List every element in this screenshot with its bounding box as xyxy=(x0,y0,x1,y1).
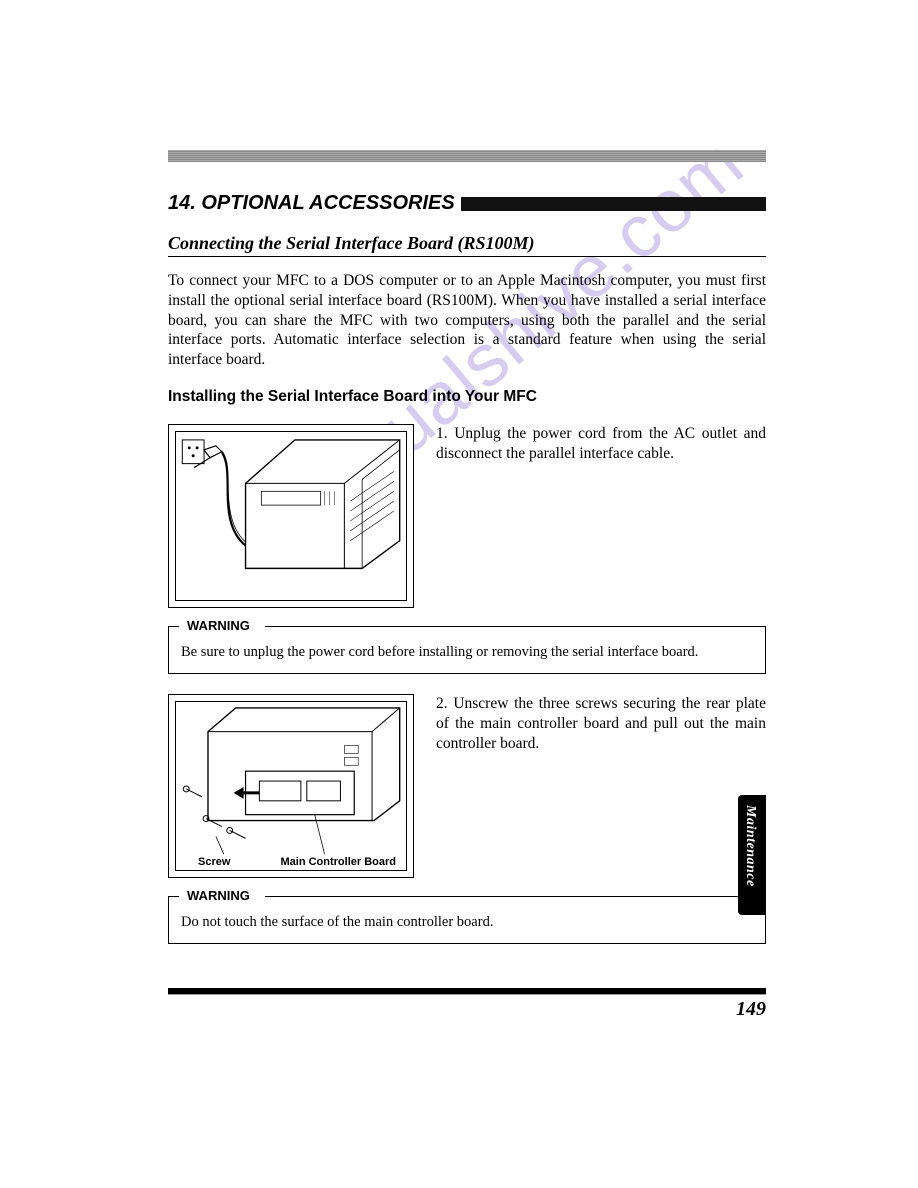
step-2-row: Screw Main Controller Board 2. Unscrew t… xyxy=(168,694,766,878)
step-1-number: 1. xyxy=(436,425,448,442)
warning-2-text: Do not touch the surface of the main con… xyxy=(181,914,753,931)
step-2-number: 2. xyxy=(436,695,448,712)
warning-1-text: Be sure to unplug the power cord before … xyxy=(181,644,753,661)
chapter-title: 14. OPTIONAL ACCESSORIES xyxy=(168,192,455,215)
step-2-body: Unscrew the three screws securing the re… xyxy=(436,695,766,752)
step-2-illustration: Screw Main Controller Board xyxy=(175,701,407,871)
step-1-text: 1. Unplug the power cord from the AC out… xyxy=(436,424,766,464)
step-2-text: 2. Unscrew the three screws securing the… xyxy=(436,694,766,754)
side-tab-label: Maintenance xyxy=(742,805,758,887)
step-2-illustration-frame: Screw Main Controller Board xyxy=(168,694,414,878)
side-tab: Maintenance xyxy=(738,795,766,915)
unscrew-board-illustration xyxy=(176,702,406,870)
illus-2-label-board: Main Controller Board xyxy=(280,856,396,868)
section-title: Connecting the Serial Interface Board (R… xyxy=(168,233,766,257)
illus-2-label-screw: Screw xyxy=(198,856,230,868)
step-1-row: 1. Unplug the power cord from the AC out… xyxy=(168,424,766,608)
step-2-illustration-labels: Screw Main Controller Board xyxy=(180,856,402,868)
chapter-title-bar xyxy=(461,197,766,211)
warning-1-label: WARNING xyxy=(183,618,254,633)
step-1-illustration-frame xyxy=(168,424,414,608)
step-1-illustration xyxy=(175,431,407,601)
bottom-rule xyxy=(168,988,766,994)
page-number: 149 xyxy=(168,998,766,1021)
intro-paragraph: To connect your MFC to a DOS computer or… xyxy=(168,271,766,370)
chapter-heading-row: 14. OPTIONAL ACCESSORIES xyxy=(168,192,766,215)
top-rule xyxy=(168,150,766,162)
warning-box-1: WARNING Be sure to unplug the power cord… xyxy=(168,626,766,674)
warning-box-2: WARNING Do not touch the surface of the … xyxy=(168,896,766,944)
page-content: 14. OPTIONAL ACCESSORIES Connecting the … xyxy=(0,0,918,1081)
warning-2-label: WARNING xyxy=(183,888,254,903)
sub-heading: Installing the Serial Interface Board in… xyxy=(168,388,766,406)
unplug-cord-illustration xyxy=(176,432,406,600)
step-1-body: Unplug the power cord from the AC outlet… xyxy=(436,425,766,462)
